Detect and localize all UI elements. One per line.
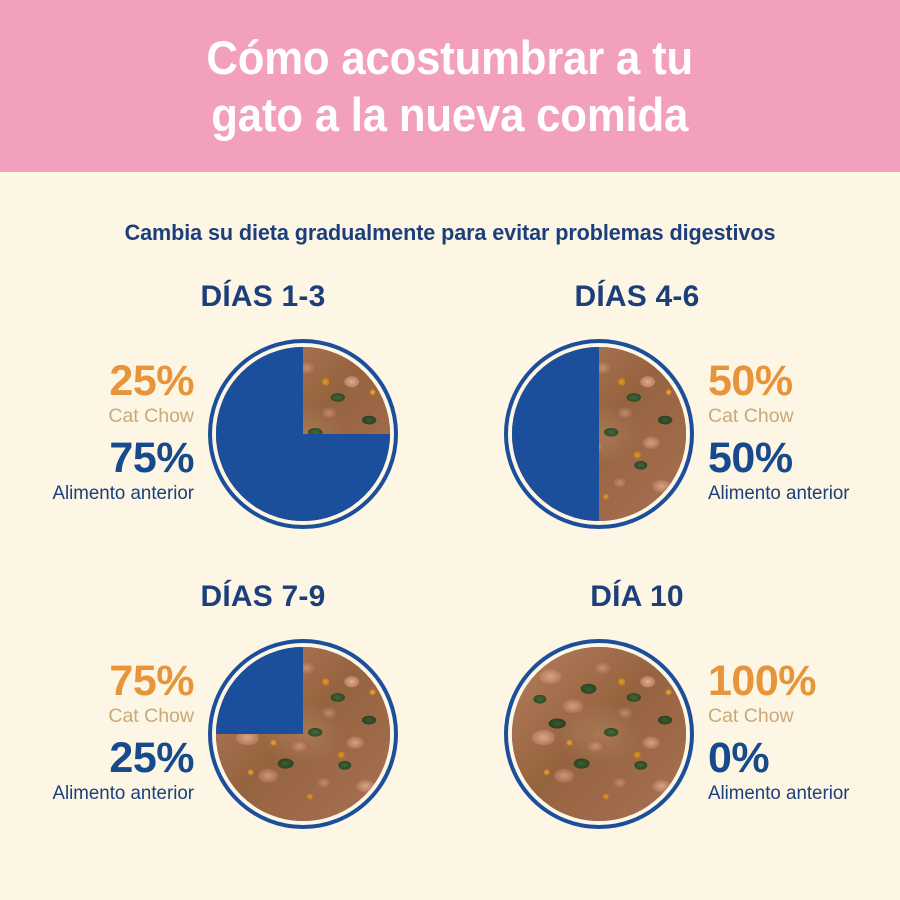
panel-row-1: DÍAS 1-3 25% Cat Chow 75% Alimento anter… xyxy=(0,280,900,580)
previous-food-percentage: 0% xyxy=(708,734,770,782)
pie-inner xyxy=(216,347,390,521)
chow-percentage: 100% xyxy=(708,656,816,705)
panel-legend: 100% Cat Chow 0% Alimento anterior xyxy=(708,656,894,809)
content-area: Cambia su dieta gradualmente para evitar… xyxy=(0,172,900,900)
pie-chart xyxy=(208,339,398,529)
previous-food-percentage: 50% xyxy=(708,434,793,482)
header-banner: Cómo acostumbrar a tu gato a la nueva co… xyxy=(0,0,900,172)
pie-inner xyxy=(512,647,686,821)
panel-row-2: DÍAS 7-9 75% Cat Chow 25% Alimento anter… xyxy=(0,580,900,880)
previous-food-label: Alimento anterior xyxy=(708,482,850,505)
panel-title: DÍAS 4-6 xyxy=(574,280,700,313)
previous-food-percentage: 25% xyxy=(109,734,194,782)
pie-chart xyxy=(504,639,694,829)
panels-grid: DÍAS 1-3 25% Cat Chow 75% Alimento anter… xyxy=(0,280,900,880)
panel-dias-1-3: DÍAS 1-3 25% Cat Chow 75% Alimento anter… xyxy=(0,280,450,580)
panel-legend: 50% Cat Chow 50% Alimento anterior xyxy=(708,356,894,509)
pie-inner xyxy=(216,647,390,821)
panel-legend: 75% Cat Chow 25% Alimento anterior xyxy=(8,656,194,809)
panel-title: DÍAS 7-9 xyxy=(200,580,326,613)
chow-label: Cat Chow xyxy=(708,704,794,727)
panel-content: 100% Cat Chow 0% Alimento anterior xyxy=(450,628,900,840)
panel-content: 75% Cat Chow 25% Alimento anterior xyxy=(0,628,458,840)
panel-title: DÍA 10 xyxy=(590,580,684,613)
previous-food-slice xyxy=(512,347,599,521)
previous-food-slice xyxy=(216,647,303,734)
previous-food-label: Alimento anterior xyxy=(52,782,194,805)
previous-food-label: Alimento anterior xyxy=(52,482,194,505)
subtitle: Cambia su dieta gradualmente para evitar… xyxy=(124,220,776,245)
panel-dias-4-6: DÍAS 4-6 50% Cat Chow 50% Alimento anter… xyxy=(450,280,900,580)
pie-chart xyxy=(208,639,398,829)
panel-legend: 25% Cat Chow 75% Alimento anterior xyxy=(8,356,194,509)
pie-inner xyxy=(512,347,686,521)
panel-content: 50% Cat Chow 50% Alimento anterior xyxy=(450,328,900,540)
chow-label: Cat Chow xyxy=(708,404,794,427)
panel-title: DÍAS 1-3 xyxy=(200,280,326,313)
page-title: Cómo acostumbrar a tu gato a la nueva co… xyxy=(206,30,694,141)
cat-food-image xyxy=(512,647,686,821)
chow-label: Cat Chow xyxy=(108,704,194,727)
chow-percentage: 75% xyxy=(109,656,194,705)
panel-dia-10: DÍA 10 100% Cat Chow 0% Alimento anterio… xyxy=(450,580,900,880)
previous-food-percentage: 75% xyxy=(109,434,194,482)
chow-percentage: 50% xyxy=(708,356,793,405)
chow-percentage: 25% xyxy=(109,356,194,405)
pie-chart xyxy=(504,339,694,529)
chow-label: Cat Chow xyxy=(108,404,194,427)
panel-dias-7-9: DÍAS 7-9 75% Cat Chow 25% Alimento anter… xyxy=(0,580,450,880)
previous-food-label: Alimento anterior xyxy=(708,782,850,805)
panel-content: 25% Cat Chow 75% Alimento anterior xyxy=(0,328,458,540)
